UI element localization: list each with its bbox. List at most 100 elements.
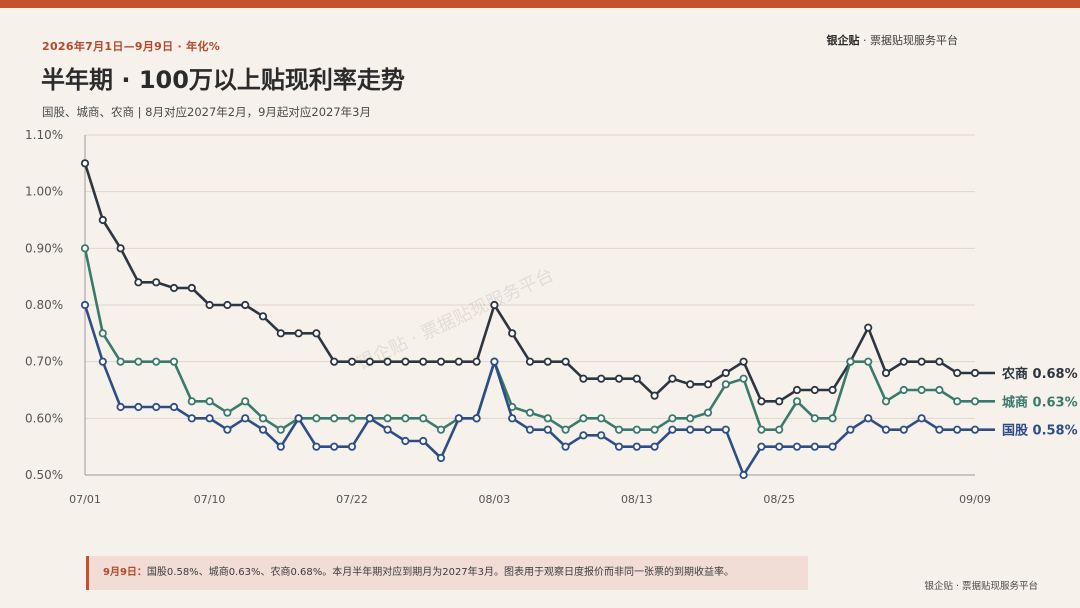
top-accent-bar [0,0,1080,8]
data-point [828,442,837,451]
data-point [472,414,481,423]
data-point [810,414,819,423]
data-point [294,414,303,423]
data-point [223,425,232,434]
data-point [739,357,748,366]
data-point [223,300,232,310]
data-point [169,283,179,293]
data-point [597,374,606,383]
data-point [650,442,659,451]
data-point [223,408,232,417]
data-point [828,385,837,395]
data-point [953,397,962,406]
data-point [312,414,321,423]
series-end-label: 国股 0.58% [1002,424,1078,439]
data-point [490,357,499,366]
data-point [312,442,321,451]
x-tick-label: 08/03 [479,493,511,506]
data-point [668,374,677,383]
data-point [98,357,107,366]
x-tick-label: 07/10 [194,493,226,506]
data-point [917,385,926,395]
date-range-kicker: 2026年7月1日—9月9日 · 年化% [42,40,221,53]
data-point [632,374,641,383]
data-point [134,402,143,412]
data-point [953,425,962,434]
data-point [330,357,339,366]
y-tick-label: 0.80% [25,298,63,312]
data-point [525,357,535,366]
data-point [152,357,161,366]
data-point [686,425,695,434]
data-point [241,414,250,423]
data-point [419,414,428,423]
data-point [347,357,357,366]
data-point [864,414,873,423]
data-point [810,385,819,395]
data-point [330,414,339,423]
data-point [775,397,784,406]
data-point [775,425,784,434]
data-point [632,425,641,434]
data-point [792,397,802,406]
data-point [365,357,374,366]
data-point [347,414,357,423]
data-point [881,397,891,406]
data-point [241,397,250,406]
x-tick-label: 09/09 [959,493,991,506]
data-point [614,374,624,383]
data-point [864,357,873,366]
data-point [579,414,588,423]
data-point [561,425,570,434]
data-point [668,425,677,434]
data-point [668,414,677,423]
data-point [899,357,908,366]
x-tick-label: 08/13 [621,493,653,506]
data-point [134,278,143,287]
data-point [650,391,659,400]
y-tick-label: 0.90% [25,241,63,255]
data-point [686,380,695,389]
data-point [846,357,855,366]
data-point [116,244,125,253]
data-point [187,414,196,423]
data-point [169,357,179,366]
data-point [98,329,107,338]
data-point [152,402,161,412]
data-point [134,357,143,366]
data-point [899,425,908,434]
x-tick-label: 08/25 [763,493,795,506]
y-tick-label: 0.70% [25,355,63,369]
data-point [419,436,428,446]
data-point [775,442,784,451]
data-point [721,368,730,378]
note-date: 9月9日： [103,567,147,578]
data-point [917,414,926,423]
data-point [80,244,90,253]
data-point [881,368,891,378]
x-tick-label: 07/01 [69,493,101,506]
x-axis-ticks: 07/01 07/10 07/22 08/03 08/13 08/25 09/09 [69,493,991,506]
y-tick-label: 0.50% [25,468,63,482]
data-point [401,357,410,366]
data-point [276,425,285,434]
data-point [80,159,90,168]
data-point [686,414,695,423]
data-point [632,442,641,451]
data-point [365,414,374,423]
data-point [597,431,606,440]
data-point [970,368,980,378]
x-tick-label: 07/22 [336,493,368,506]
data-point [757,425,766,434]
data-point [614,442,624,451]
y-axis-ticks: 0.50% 0.60% 0.70% 0.80% 0.90% 1.00% 1.10% [25,128,63,482]
data-point [419,357,428,366]
data-point [935,425,944,434]
data-point [703,425,713,434]
series-lines [80,159,995,480]
data-point [330,442,339,451]
data-point [792,385,802,395]
data-point [436,425,446,434]
data-point [721,380,730,389]
data-point [614,425,624,434]
